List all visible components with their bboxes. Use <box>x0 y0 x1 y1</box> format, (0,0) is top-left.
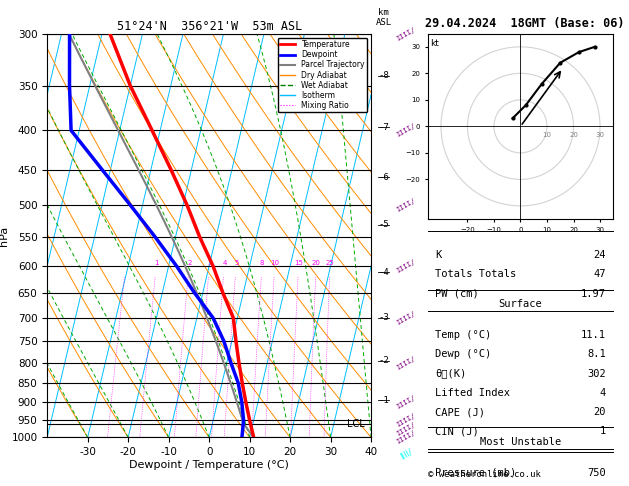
Legend: Temperature, Dewpoint, Parcel Trajectory, Dry Adiabat, Wet Adiabat, Isotherm, Mi: Temperature, Dewpoint, Parcel Trajectory… <box>278 38 367 112</box>
Text: CIN (J): CIN (J) <box>435 426 479 436</box>
Text: 29.04.2024  18GMT (Base: 06): 29.04.2024 18GMT (Base: 06) <box>425 17 624 30</box>
Text: 20: 20 <box>312 260 321 266</box>
Text: 302: 302 <box>587 368 606 379</box>
Text: 30: 30 <box>596 132 604 138</box>
Text: Most Unstable: Most Unstable <box>480 437 561 447</box>
Text: IIII/: IIII/ <box>395 412 416 428</box>
Text: 8.1: 8.1 <box>587 349 606 359</box>
Text: CAPE (J): CAPE (J) <box>435 407 485 417</box>
Text: Temp (°C): Temp (°C) <box>435 330 491 340</box>
Text: 1: 1 <box>599 426 606 436</box>
Text: 4: 4 <box>222 260 226 266</box>
Text: PW (cm): PW (cm) <box>435 289 479 298</box>
Text: IIII/: IIII/ <box>395 430 416 445</box>
Text: 3: 3 <box>208 260 212 266</box>
Text: 2: 2 <box>187 260 191 266</box>
Text: 15: 15 <box>294 260 303 266</box>
Text: 10: 10 <box>542 132 552 138</box>
Text: IIII/: IIII/ <box>395 26 416 42</box>
Text: IIII/: IIII/ <box>395 394 416 410</box>
Text: -4: -4 <box>378 268 389 277</box>
Text: IIII/: IIII/ <box>395 310 416 326</box>
Text: 25: 25 <box>326 260 335 266</box>
X-axis label: Dewpoint / Temperature (°C): Dewpoint / Temperature (°C) <box>129 460 289 470</box>
Text: -6: -6 <box>378 173 389 182</box>
Text: 20: 20 <box>593 407 606 417</box>
Title: 51°24'N  356°21'W  53m ASL: 51°24'N 356°21'W 53m ASL <box>116 20 302 33</box>
Text: 47: 47 <box>593 269 606 279</box>
Text: 1.97: 1.97 <box>581 289 606 298</box>
Text: IIII/: IIII/ <box>395 197 416 213</box>
Text: IIII/: IIII/ <box>395 421 416 437</box>
Y-axis label: hPa: hPa <box>0 226 9 246</box>
Text: 20: 20 <box>569 132 578 138</box>
Text: Pressure (mb): Pressure (mb) <box>435 468 516 478</box>
Text: © weatheronline.co.uk: © weatheronline.co.uk <box>428 469 540 479</box>
Text: IIII/: IIII/ <box>395 122 416 139</box>
Text: 11.1: 11.1 <box>581 330 606 340</box>
Text: kt: kt <box>430 39 439 48</box>
Text: IIII/: IIII/ <box>395 259 416 274</box>
Text: Dewp (°C): Dewp (°C) <box>435 349 491 359</box>
Text: 4: 4 <box>599 388 606 398</box>
Text: IIII/: IIII/ <box>398 447 413 461</box>
Text: 5: 5 <box>234 260 238 266</box>
Text: -3: -3 <box>378 313 389 322</box>
Text: Lifted Index: Lifted Index <box>435 388 510 398</box>
Text: 1: 1 <box>154 260 159 266</box>
Text: -5: -5 <box>378 220 389 229</box>
Text: 750: 750 <box>587 468 606 478</box>
Text: 8: 8 <box>260 260 264 266</box>
Text: -1: -1 <box>378 396 389 405</box>
Text: Surface: Surface <box>499 299 542 309</box>
Text: 10: 10 <box>270 260 279 266</box>
Text: km
ASL: km ASL <box>376 8 392 27</box>
Text: θᴇ(K): θᴇ(K) <box>435 368 466 379</box>
Text: -7: -7 <box>378 122 389 132</box>
Text: -8: -8 <box>378 71 389 81</box>
Text: 24: 24 <box>593 250 606 260</box>
Text: IIII/: IIII/ <box>395 355 416 370</box>
Text: K: K <box>435 250 442 260</box>
Text: Totals Totals: Totals Totals <box>435 269 516 279</box>
Text: -2: -2 <box>378 356 389 365</box>
Text: LCL: LCL <box>347 419 365 429</box>
